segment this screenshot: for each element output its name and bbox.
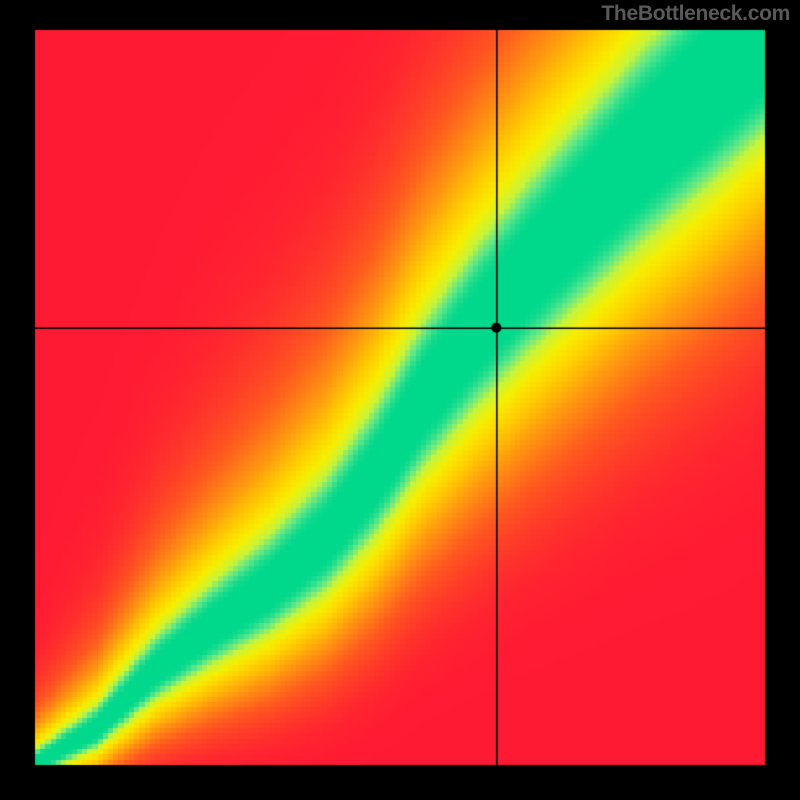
watermark-label: TheBottleneck.com [601,2,790,26]
chart-container: TheBottleneck.com [0,0,800,800]
bottleneck-heatmap [0,0,800,800]
